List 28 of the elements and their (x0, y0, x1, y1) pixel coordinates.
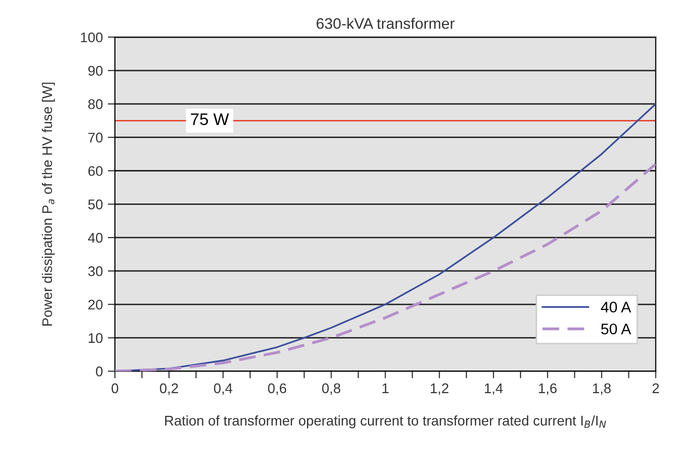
y-tick-label: 20 (88, 300, 103, 310)
x-tick-label: 0 (112, 383, 118, 394)
legend-label: 40 A (600, 302, 632, 313)
y-tick-label: 100 (81, 32, 103, 42)
y-tick-label: 40 (88, 232, 103, 243)
legend-label: 50 A (601, 324, 632, 334)
x-tick-label: 1,2 (430, 383, 448, 395)
ref-line-label: 75 W (190, 113, 229, 126)
y-tick-label: 30 (88, 266, 103, 276)
y-tick-label: 50 (88, 199, 103, 210)
y-tick-label: 10 (88, 333, 103, 343)
x-tick-label: 2 (652, 383, 659, 394)
x-tick-label: 0,2 (160, 383, 178, 395)
x-tick-label: 0,6 (268, 383, 286, 395)
x-axis-title: Ration of transformer operating current to transformer rated current I$_{B}$/I$_{N}$ (165, 415, 606, 428)
y-tick-label: 60 (88, 166, 103, 176)
x-tick-label: 1,8 (593, 383, 611, 395)
x-tick-label: 0,4 (214, 383, 232, 395)
x-tick-label: 0,8 (322, 383, 340, 395)
x-tick-label: 1 (382, 384, 389, 394)
x-tick-label: 1,6 (538, 383, 557, 395)
y-tick-label: 90 (88, 66, 103, 76)
y-tick-label: 0 (96, 366, 103, 376)
y-tick-label: 80 (88, 99, 103, 110)
y-axis-title: Power dissipation P$_{a}$ of the HV fuse [W] (42, 82, 55, 326)
chart-title: 630-kVA transformer (316, 18, 455, 29)
x-tick-label: 1,4 (484, 384, 503, 395)
y-tick-label: 70 (88, 132, 103, 143)
